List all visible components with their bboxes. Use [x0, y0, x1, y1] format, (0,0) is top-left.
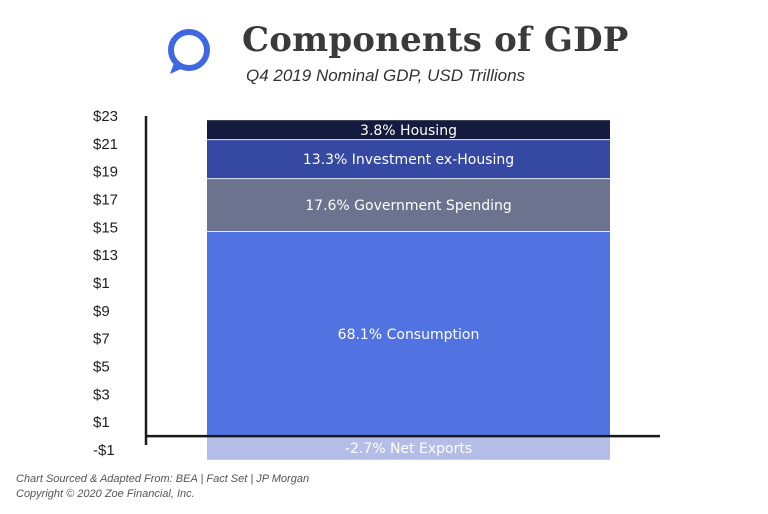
bar-segment-housing — [207, 120, 610, 140]
y-tick-label: $21 — [93, 136, 118, 153]
y-tick-label: $3 — [93, 386, 110, 403]
y-tick-label: $5 — [93, 359, 110, 376]
segment-label-investment-ex-housing: 13.3% Investment ex-Housing — [303, 152, 514, 168]
y-tick-label: $19 — [93, 164, 118, 181]
bar-segment-consumption — [207, 231, 610, 437]
chart-subtitle: Q4 2019 Nominal GDP, USD Trillions — [246, 66, 526, 85]
y-tick-label: $17 — [93, 192, 118, 209]
copyright-note: Copyright © 2020 Zoe Financial, Inc. — [16, 488, 195, 500]
logo-icon — [168, 29, 210, 74]
bar-segment-government-spending — [207, 178, 610, 232]
source-note: Chart Sourced & Adapted From: BEA | Fact… — [16, 473, 310, 485]
chart-title: Components of GDP — [242, 20, 629, 60]
bar-segment-investment-ex-housing — [207, 139, 610, 179]
segment-label-consumption: 68.1% Consumption — [338, 327, 480, 343]
y-tick-label: $23 — [93, 108, 118, 125]
y-tick-label: $13 — [93, 247, 118, 264]
y-tick-label: $15 — [93, 219, 118, 236]
segment-label-government-spending: 17.6% Government Spending — [305, 198, 511, 214]
y-tick-label: $7 — [93, 331, 110, 348]
segment-label-housing: 3.8% Housing — [360, 123, 457, 139]
y-tick-label: -$1 — [93, 442, 115, 459]
bar-segment-net-exports — [207, 436, 610, 460]
y-tick-label: $9 — [93, 303, 110, 320]
y-tick-label: $1 — [93, 414, 110, 431]
y-tick-label: $1 — [93, 275, 110, 292]
segment-label-net-exports: -2.7% Net Exports — [345, 441, 472, 457]
